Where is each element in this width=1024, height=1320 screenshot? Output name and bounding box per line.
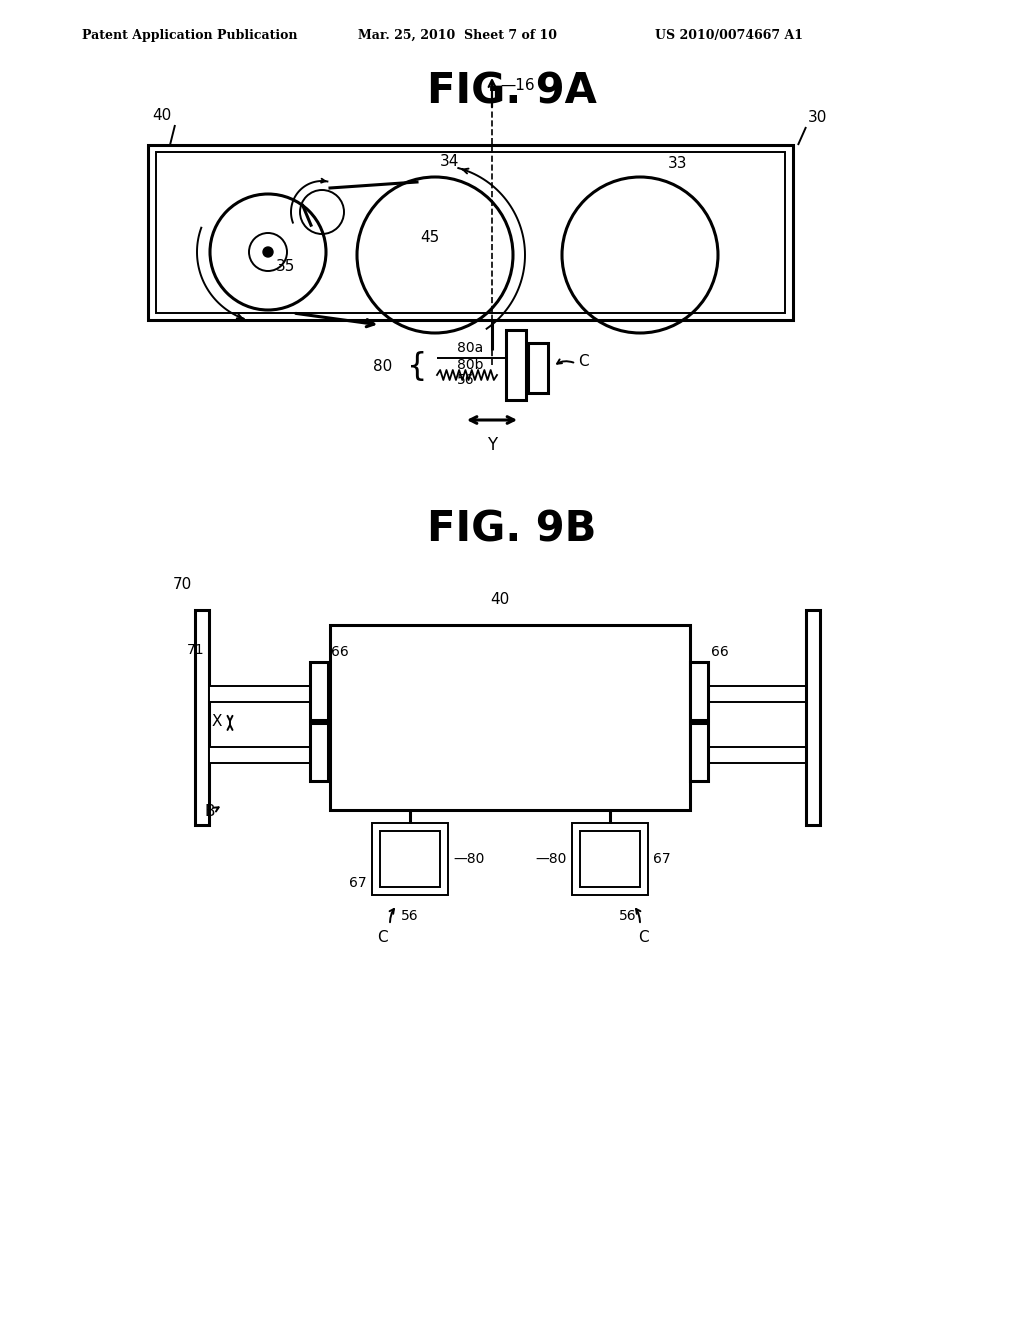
Text: 80b: 80b [457,358,483,372]
Text: 56: 56 [401,909,419,923]
Bar [372,822,449,895]
Bar [506,330,526,400]
Bar [195,610,209,825]
Text: Y: Y [487,436,497,454]
Bar [148,145,793,319]
Bar [690,663,708,719]
Text: 80a: 80a [457,341,483,355]
Text: 56: 56 [457,374,475,387]
Text: {: { [407,351,427,381]
Text: 40: 40 [490,591,510,607]
Circle shape [263,247,273,257]
Bar [380,832,440,887]
Text: 66: 66 [331,645,349,659]
Text: 45: 45 [420,230,439,246]
Bar [330,624,690,810]
Text: 70: 70 [173,577,193,591]
Text: 30: 30 [808,110,827,125]
Text: C: C [638,931,648,945]
Text: FIG. 9A: FIG. 9A [427,71,597,114]
Text: Mar. 25, 2010  Sheet 7 of 10: Mar. 25, 2010 Sheet 7 of 10 [358,29,557,41]
Bar [209,686,330,702]
Text: 80: 80 [373,359,392,374]
Text: 35: 35 [276,259,295,275]
Bar [209,747,330,763]
Text: 67: 67 [349,876,367,890]
Bar [528,343,548,393]
Bar [310,723,328,781]
Bar [572,822,648,895]
Bar [156,152,785,313]
Text: 56: 56 [620,909,637,923]
Text: 34: 34 [440,154,460,169]
Text: 67: 67 [653,851,671,866]
Text: B: B [205,804,215,820]
Bar [310,663,328,719]
Text: US 2010/0074667 A1: US 2010/0074667 A1 [655,29,803,41]
Text: 40: 40 [152,108,171,123]
Bar [690,686,811,702]
Text: X: X [212,714,222,730]
Bar [806,610,820,825]
Text: 66: 66 [711,645,729,659]
Bar [690,723,708,781]
Text: C: C [377,931,387,945]
Text: 71: 71 [187,643,205,657]
Text: —80: —80 [453,851,484,866]
Text: C: C [578,354,589,370]
Text: —80: —80 [536,851,567,866]
Text: FIG. 9B: FIG. 9B [427,510,597,550]
Text: 33: 33 [668,156,687,172]
Bar [690,747,811,763]
Text: —16: —16 [500,78,535,92]
Text: Patent Application Publication: Patent Application Publication [82,29,298,41]
Bar [580,832,640,887]
